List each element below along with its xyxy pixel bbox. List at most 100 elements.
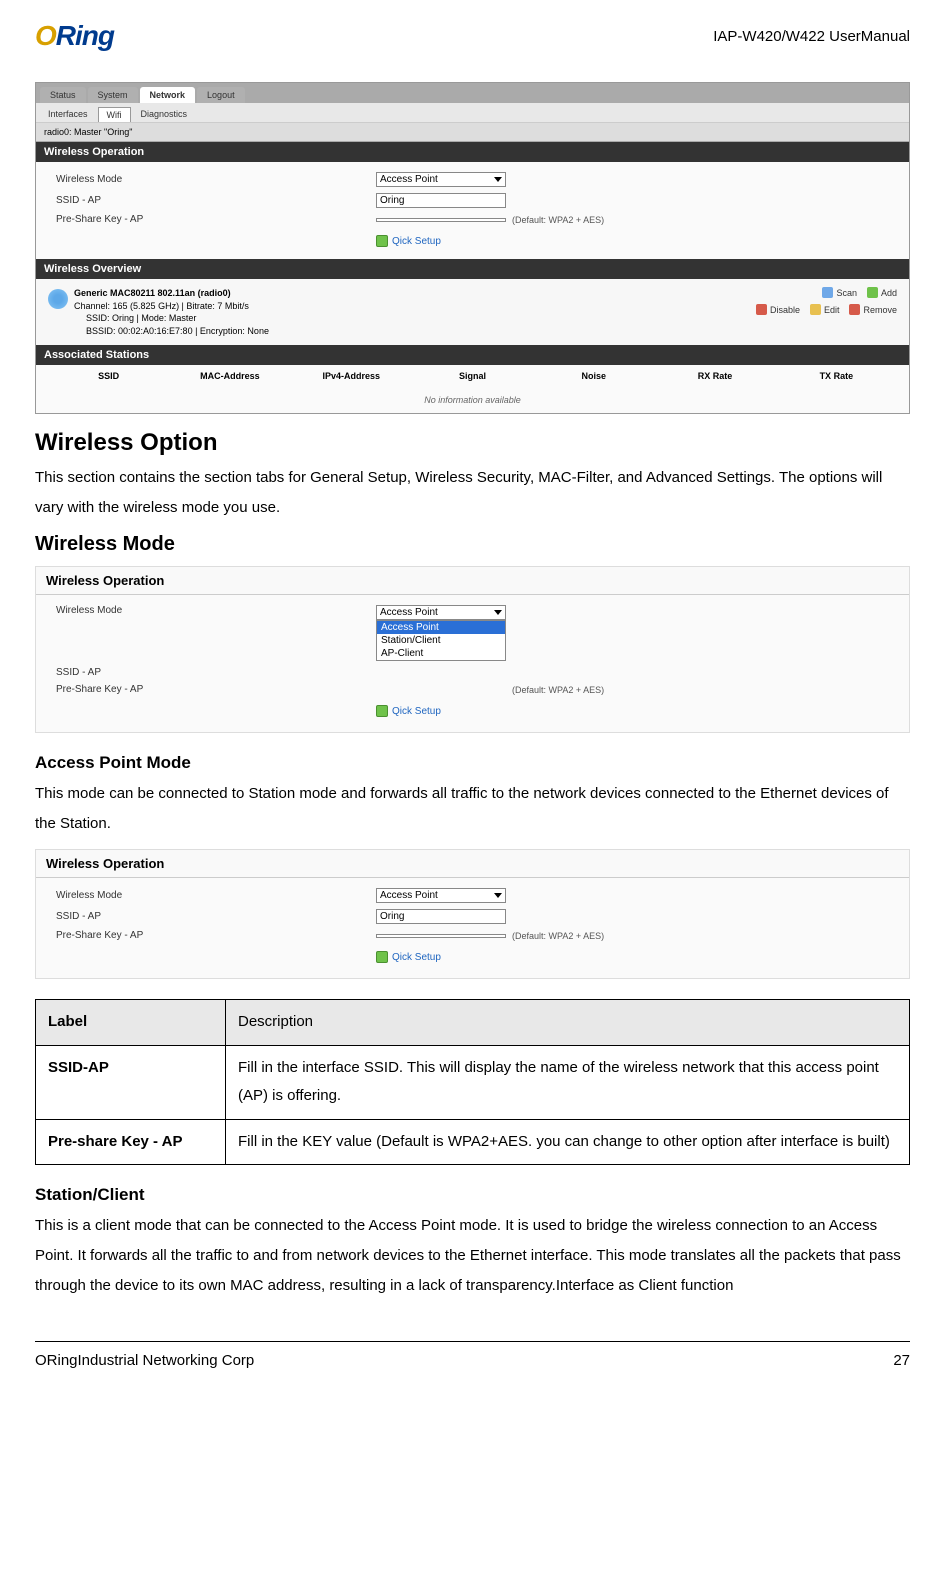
psk-hint-3: (Default: WPA2 + AES) [512, 931, 604, 941]
option-station-client[interactable]: Station/Client [377, 634, 505, 647]
tab-network[interactable]: Network [140, 87, 196, 103]
ssid-input[interactable]: Oring [376, 193, 506, 208]
footer-company: ORingIndustrial Networking Corp [35, 1352, 254, 1369]
subtab-diagnostics[interactable]: Diagnostics [133, 107, 196, 122]
table-row: SSID-AP Fill in the interface SSID. This… [36, 1045, 910, 1119]
th-label: Label [36, 1000, 226, 1046]
option-ap-client[interactable]: AP-Client [377, 647, 505, 660]
no-information: No information available [36, 387, 909, 413]
radio-ssid-line: SSID: Oring | Mode: Master [74, 312, 269, 325]
page-footer: ORingIndustrial Networking Corp 27 [35, 1341, 910, 1369]
wireless-option-title: Wireless Option [35, 429, 910, 457]
section-associated-stations: Associated Stations [36, 345, 909, 365]
operation-form-2: Wireless Mode Access Point Access Point … [36, 595, 909, 732]
wireless-mode-options: Access Point Station/Client AP-Client [376, 620, 506, 661]
screenshot-overview: Status System Network Logout Interfaces … [35, 82, 910, 414]
quick-setup-icon [376, 951, 388, 963]
screenshot-mode-dropdown: Wireless Operation Wireless Mode Access … [35, 566, 910, 733]
logo: ORing [35, 20, 114, 52]
breadcrumb: radio0: Master "Oring" [36, 123, 909, 142]
stations-header: SSID MAC-Address IPv4-Address Signal Noi… [36, 365, 909, 387]
psk-hint-2: (Default: WPA2 + AES) [512, 685, 604, 695]
main-tabs: Status System Network Logout [36, 83, 909, 103]
radio-info: Generic MAC80211 802.11an (radio0) Chann… [48, 287, 269, 337]
wireless-option-body: This section contains the section tabs f… [35, 463, 910, 523]
description-table: Label Description SSID-AP Fill in the in… [35, 999, 910, 1165]
col-mac: MAC-Address [169, 371, 290, 381]
disable-icon [756, 304, 767, 315]
radio-bssid-line: BSSID: 00:02:A0:16:E7:80 | Encryption: N… [74, 325, 269, 338]
section-wireless-operation-3: Wireless Operation [36, 850, 909, 878]
quick-setup-button-3[interactable]: Qick Setup [376, 951, 441, 963]
table-row: Pre-share Key - AP Fill in the KEY value… [36, 1119, 910, 1165]
row-label: SSID-AP [36, 1045, 226, 1119]
col-txrate: TX Rate [776, 371, 897, 381]
section-wireless-operation: Wireless Operation [36, 142, 909, 162]
logo-rest: Ring [56, 20, 114, 51]
tab-system[interactable]: System [88, 87, 138, 103]
ap-mode-title: Access Point Mode [35, 753, 910, 773]
psk-label-3: Pre-Share Key - AP [56, 930, 376, 941]
th-description: Description [226, 1000, 910, 1046]
ssid-label-2: SSID - AP [56, 667, 376, 678]
section-wireless-operation-2: Wireless Operation [36, 567, 909, 595]
quick-setup-icon [376, 705, 388, 717]
tab-status[interactable]: Status [40, 87, 86, 103]
option-access-point[interactable]: Access Point [377, 621, 505, 634]
psk-label-2: Pre-Share Key - AP [56, 684, 376, 695]
row-description: Fill in the KEY value (Default is WPA2+A… [226, 1119, 910, 1165]
wireless-mode-label: Wireless Mode [56, 174, 376, 185]
edit-button[interactable]: Edit [810, 304, 840, 315]
ssid-label: SSID - AP [56, 195, 376, 206]
row-label: Pre-share Key - AP [36, 1119, 226, 1165]
psk-input[interactable] [376, 218, 506, 222]
col-rxrate: RX Rate [654, 371, 775, 381]
disable-button[interactable]: Disable [756, 304, 800, 315]
wireless-mode-label-2: Wireless Mode [56, 605, 376, 616]
quick-setup-button[interactable]: Qick Setup [376, 235, 441, 247]
chevron-down-icon [494, 610, 502, 615]
row-description: Fill in the interface SSID. This will di… [226, 1045, 910, 1119]
screenshot-ap-mode: Wireless Operation Wireless Mode Access … [35, 849, 910, 979]
operation-form-3: Wireless Mode Access Point SSID - AP Ori… [36, 878, 909, 978]
col-ssid: SSID [48, 371, 169, 381]
add-button[interactable]: Add [867, 287, 897, 298]
psk-hint: (Default: WPA2 + AES) [512, 215, 604, 225]
scan-button[interactable]: Scan [822, 287, 857, 298]
wireless-mode-select-3[interactable]: Access Point [376, 888, 506, 903]
quick-setup-button-2[interactable]: Qick Setup [376, 705, 441, 717]
chevron-down-icon [494, 177, 502, 182]
sub-tabs: Interfaces Wifi Diagnostics [36, 103, 909, 123]
wifi-icon [48, 289, 68, 309]
subtab-wifi[interactable]: Wifi [98, 107, 131, 122]
remove-button[interactable]: Remove [849, 304, 897, 315]
psk-input-3[interactable] [376, 934, 506, 938]
add-icon [867, 287, 878, 298]
station-client-title: Station/Client [35, 1185, 910, 1205]
ssid-input-3[interactable]: Oring [376, 909, 506, 924]
subtab-interfaces[interactable]: Interfaces [40, 107, 96, 122]
quick-setup-icon [376, 235, 388, 247]
col-noise: Noise [533, 371, 654, 381]
page-header: ORing IAP-W420/W422 UserManual [35, 20, 910, 52]
psk-label: Pre-Share Key - AP [56, 214, 376, 225]
operation-form: Wireless Mode Access Point SSID - AP Ori… [36, 162, 909, 259]
overview-body: Generic MAC80211 802.11an (radio0) Chann… [36, 279, 909, 345]
scan-icon [822, 287, 833, 298]
manual-title: IAP-W420/W422 UserManual [713, 28, 910, 45]
edit-icon [810, 304, 821, 315]
wireless-mode-select[interactable]: Access Point [376, 172, 506, 187]
station-client-body: This is a client mode that can be connec… [35, 1211, 910, 1301]
remove-icon [849, 304, 860, 315]
section-wireless-overview: Wireless Overview [36, 259, 909, 279]
wireless-mode-select-open[interactable]: Access Point [376, 605, 506, 620]
footer-page: 27 [893, 1352, 910, 1369]
tab-logout[interactable]: Logout [197, 87, 245, 103]
radio-channel: Channel: 165 (5.825 GHz) | Bitrate: 7 Mb… [74, 300, 269, 313]
col-signal: Signal [412, 371, 533, 381]
logo-o: O [35, 20, 56, 51]
wireless-mode-title: Wireless Mode [35, 533, 910, 556]
ap-mode-body: This mode can be connected to Station mo… [35, 779, 910, 839]
wireless-mode-label-3: Wireless Mode [56, 890, 376, 901]
radio-title: Generic MAC80211 802.11an (radio0) [74, 287, 269, 300]
